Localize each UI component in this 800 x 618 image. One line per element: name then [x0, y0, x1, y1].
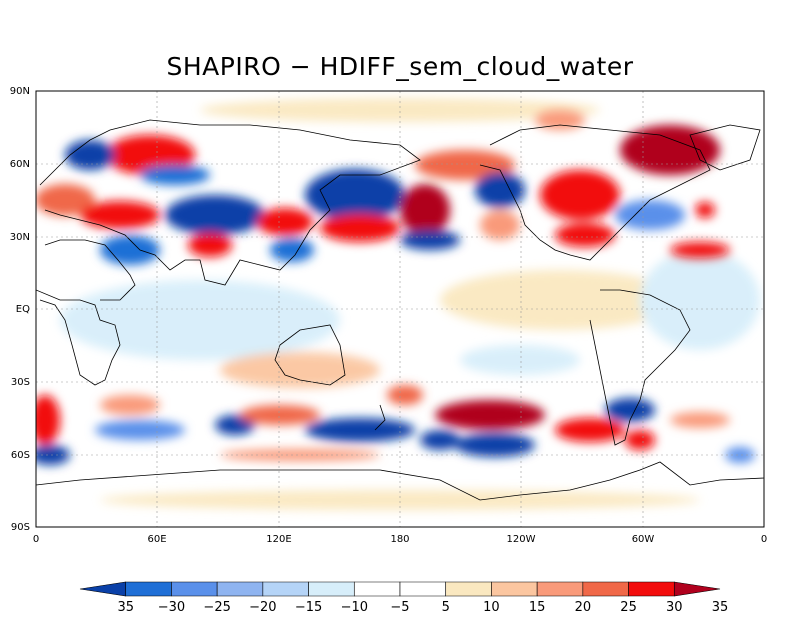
colorbar-segment — [125, 581, 172, 597]
colorbar-segment — [262, 581, 309, 597]
longitude-labels: 0 60E 120E 180 120W 60W 0 — [33, 534, 767, 545]
lat-label: 90N — [10, 86, 30, 97]
colorbar-label: 30 — [666, 600, 683, 615]
colorbar-segment — [399, 581, 447, 597]
map-frame — [35, 90, 765, 528]
coastlines — [36, 119, 764, 501]
coast-europe-africa — [36, 289, 121, 386]
colorbar-label: −5 — [390, 600, 409, 615]
colorbar-label: 25 — [620, 600, 637, 615]
lon-label: 120E — [266, 534, 291, 545]
colorbar-label: 35 — [712, 600, 729, 615]
lat-label: 30N — [10, 232, 30, 243]
lon-label: 60W — [632, 534, 655, 545]
colorbar-segment — [353, 581, 401, 597]
colorbar: 35 −30 −25 −20 −15 −10 −5 5 10 15 20 25 30 35 — [79, 581, 729, 615]
colorbar-label: 5 — [442, 600, 450, 615]
lon-label: 60E — [147, 534, 166, 545]
colorbar-label: −25 — [203, 600, 230, 615]
colorbar-label: −15 — [295, 600, 322, 615]
lon-label: 0 — [761, 534, 767, 545]
graticule — [36, 91, 764, 527]
lat-label: 90S — [11, 522, 30, 533]
lat-label: EQ — [16, 304, 30, 315]
coast-north-america — [479, 124, 711, 261]
plot-title: SHAPIRO − HDIFF_sem_cloud_water — [166, 52, 634, 81]
latitude-labels: 90N 60N 30N EQ 30S 60S 90S — [10, 86, 30, 533]
colorbar-segment — [79, 581, 127, 597]
lon-label: 120W — [507, 534, 536, 545]
colorbar-label: 15 — [529, 600, 546, 615]
colorbar-segment — [308, 581, 355, 597]
colorbar-label: −20 — [249, 600, 276, 615]
colorbar-label: −10 — [341, 600, 368, 615]
colorbar-label: 20 — [575, 600, 592, 615]
colorbar-segment — [491, 581, 538, 597]
lat-label: 30S — [11, 377, 30, 388]
colorbar-segment — [445, 581, 492, 597]
coast-greenland — [689, 124, 761, 171]
coast-newzealand — [374, 404, 386, 431]
colorbar-segment — [536, 581, 584, 597]
lat-label: 60N — [10, 159, 30, 170]
coast-africa-north — [44, 239, 136, 301]
colorbar-label: 10 — [483, 600, 500, 615]
lon-label: 0 — [33, 534, 39, 545]
coast-antarctica — [36, 461, 764, 501]
colorbar-segment — [673, 581, 721, 597]
lat-label: 60S — [11, 450, 30, 461]
coast-south-america — [589, 289, 691, 446]
field-anomalies — [36, 98, 760, 510]
coast-eurasia — [39, 119, 421, 286]
colorbar-label: 35 — [117, 600, 134, 615]
lon-label: 180 — [390, 534, 409, 545]
colorbar-segment — [171, 581, 218, 597]
colorbar-segment — [582, 581, 629, 597]
coast-australia — [274, 324, 346, 386]
colorbar-segment — [628, 581, 675, 597]
colorbar-label: −30 — [158, 600, 185, 615]
colorbar-segment — [216, 581, 264, 597]
